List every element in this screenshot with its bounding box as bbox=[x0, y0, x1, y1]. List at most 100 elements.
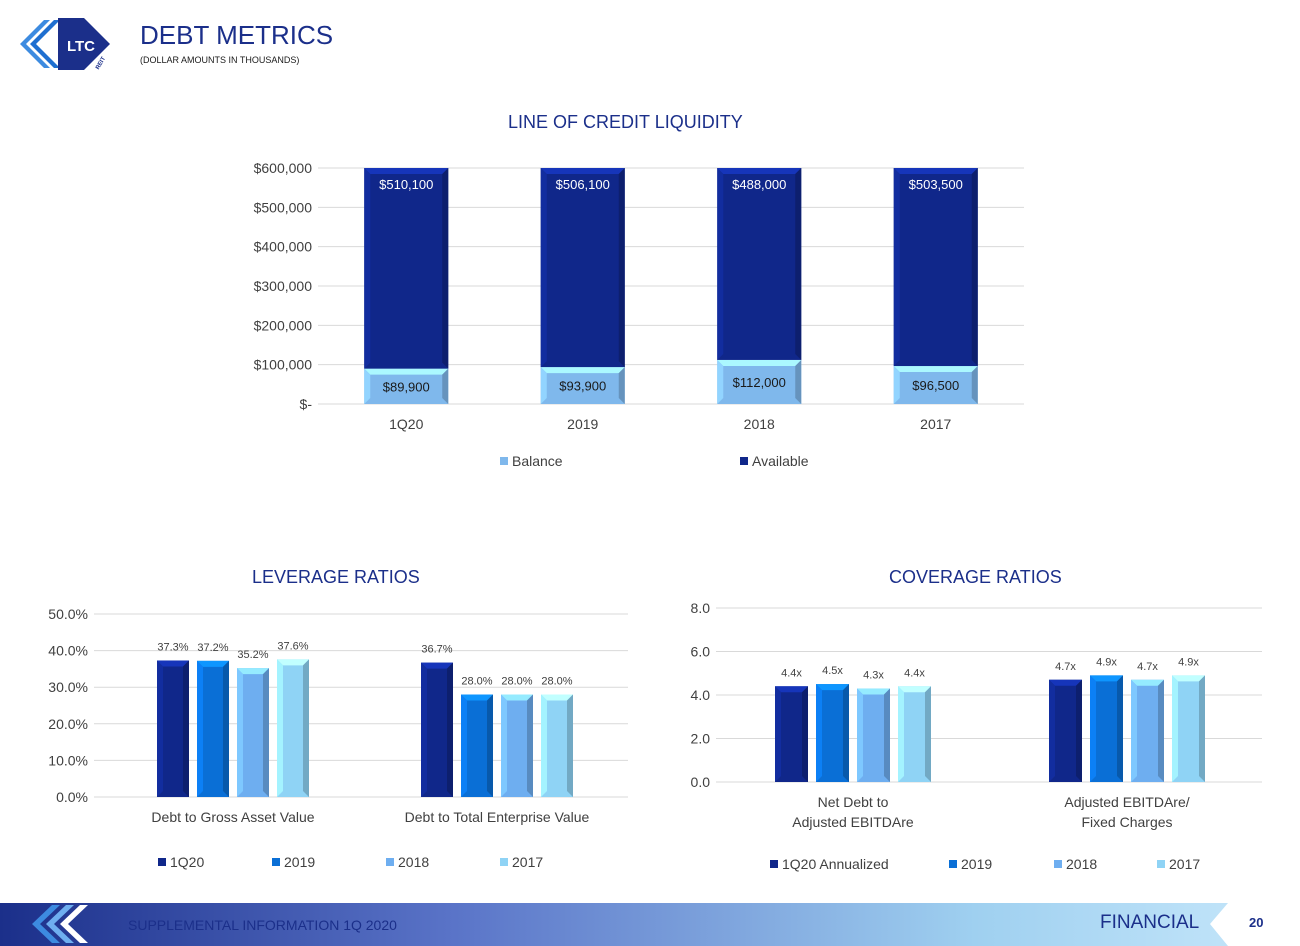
coverage-legend-label: 1Q20 Annualized bbox=[782, 856, 889, 872]
loc-ytick-label: $400,000 bbox=[254, 239, 313, 255]
coverage-bar-bevel bbox=[1090, 675, 1123, 682]
loc-bar-available bbox=[364, 168, 449, 369]
coverage-xtick-label: Adjusted EBITDAre/ bbox=[1064, 794, 1189, 810]
coverage-bar-bevel bbox=[898, 686, 931, 693]
loc-bar-available-bevel bbox=[364, 168, 449, 174]
coverage-bar-bevel bbox=[1158, 679, 1164, 782]
leverage-bar-bevel bbox=[157, 660, 163, 797]
loc-bar-balance-bevel bbox=[442, 368, 449, 404]
coverage-legend-swatch bbox=[1157, 860, 1165, 868]
leverage-bar-bevel bbox=[197, 660, 203, 797]
loc-bar-available-bevel bbox=[893, 168, 978, 174]
leverage-legend-label: 2017 bbox=[512, 854, 543, 870]
coverage-xtick-label: Adjusted EBITDAre bbox=[792, 814, 914, 830]
coverage-bar-bevel bbox=[1172, 675, 1205, 682]
page-title: DEBT METRICS bbox=[140, 20, 334, 50]
leverage-ytick-label: 40.0% bbox=[48, 643, 88, 659]
coverage-ytick-label: 4.0 bbox=[691, 687, 711, 703]
loc-legend-swatch bbox=[500, 457, 508, 465]
coverage-data-label: 4.9x bbox=[1096, 656, 1117, 668]
leverage-bar-bevel bbox=[527, 694, 533, 797]
leverage-legend-swatch bbox=[158, 858, 166, 866]
leverage-bar-bevel bbox=[487, 694, 493, 797]
loc-data-label: $96,500 bbox=[912, 378, 959, 393]
coverage-ytick-label: 0.0 bbox=[691, 774, 711, 790]
leverage-bar-bevel bbox=[237, 668, 269, 675]
coverage-chart-title: COVERAGE RATIOS bbox=[889, 567, 1062, 587]
coverage-data-label: 4.3x bbox=[863, 669, 884, 681]
loc-data-label: $112,000 bbox=[733, 375, 786, 390]
loc-bar-balance-bevel bbox=[717, 359, 724, 404]
leverage-xtick-label: Debt to Total Enterprise Value bbox=[405, 809, 590, 825]
leverage-chart-title: LEVERAGE RATIOS bbox=[252, 567, 420, 587]
leverage-bar-bevel bbox=[461, 694, 467, 797]
leverage-bar-bevel bbox=[303, 659, 309, 797]
loc-legend-swatch bbox=[740, 457, 748, 465]
ltc-logo: LTC REIT bbox=[18, 16, 118, 76]
leverage-xtick-label: Debt to Gross Asset Value bbox=[151, 809, 314, 825]
loc-bar-balance-bevel bbox=[893, 366, 900, 404]
coverage-data-label: 4.7x bbox=[1137, 661, 1158, 673]
coverage-legend-swatch bbox=[949, 860, 957, 868]
coverage-bar-bevel bbox=[1117, 675, 1123, 782]
loc-bar-balance bbox=[717, 359, 802, 404]
loc-bar-balance-bevel bbox=[618, 367, 625, 404]
leverage-bar-bevel bbox=[421, 662, 453, 669]
leverage-ytick-label: 30.0% bbox=[48, 679, 88, 695]
page-number: 20 bbox=[1249, 915, 1264, 930]
loc-bar-balance-bevel bbox=[971, 366, 978, 404]
loc-bar-balance bbox=[540, 367, 625, 404]
coverage-bar-bevel bbox=[857, 688, 890, 695]
leverage-legend-swatch bbox=[272, 858, 280, 866]
loc-bar-available bbox=[893, 168, 978, 367]
loc-xtick-label: 1Q20 bbox=[389, 416, 423, 432]
footer-text: SUPPLEMENTAL INFORMATION 1Q 2020 bbox=[128, 917, 397, 933]
leverage-data-label: 28.0% bbox=[461, 676, 492, 688]
loc-bar-available-bevel bbox=[717, 168, 802, 174]
leverage-bar-bevel bbox=[567, 694, 573, 797]
loc-data-label: $506,100 bbox=[556, 177, 610, 192]
loc-data-label: $503,500 bbox=[909, 177, 963, 192]
leverage-data-label: 36.7% bbox=[421, 644, 452, 656]
leverage-bar-bevel bbox=[501, 694, 533, 701]
coverage-bar-bevel bbox=[1076, 679, 1082, 782]
coverage-legend-label: 2017 bbox=[1169, 856, 1200, 872]
loc-ytick-label: $- bbox=[300, 396, 313, 412]
loc-xtick-label: 2017 bbox=[920, 416, 951, 432]
leverage-data-label: 37.2% bbox=[197, 642, 228, 654]
loc-data-label: $488,000 bbox=[732, 177, 786, 192]
leverage-bar-bevel bbox=[277, 659, 283, 797]
loc-ytick-label: $600,000 bbox=[254, 160, 313, 176]
loc-xtick-label: 2019 bbox=[567, 416, 598, 432]
coverage-data-label: 4.9x bbox=[1178, 656, 1199, 668]
leverage-bar-bevel bbox=[157, 660, 189, 667]
leverage-legend-swatch bbox=[386, 858, 394, 866]
page-number-tab bbox=[1210, 903, 1300, 946]
loc-bar-available bbox=[540, 168, 625, 368]
loc-ytick-label: $200,000 bbox=[254, 317, 313, 333]
coverage-legend-label: 2019 bbox=[961, 856, 992, 872]
leverage-ytick-label: 10.0% bbox=[48, 752, 88, 768]
coverage-bar-bevel bbox=[816, 684, 849, 691]
leverage-bar-bevel bbox=[501, 694, 507, 797]
logo-text: LTC bbox=[67, 38, 95, 55]
coverage-bar-bevel bbox=[1199, 675, 1205, 782]
coverage-legend-label: 2018 bbox=[1066, 856, 1097, 872]
coverage-bar-bevel bbox=[1172, 675, 1178, 782]
leverage-legend-swatch bbox=[500, 858, 508, 866]
coverage-data-label: 4.4x bbox=[781, 667, 802, 679]
leverage-bar-bevel bbox=[183, 660, 189, 797]
leverage-data-label: 28.0% bbox=[501, 676, 532, 688]
leverage-bar-bevel bbox=[447, 662, 453, 797]
leverage-data-label: 37.6% bbox=[277, 640, 308, 652]
loc-data-label: $89,900 bbox=[383, 379, 430, 394]
loc-data-label: $510,100 bbox=[379, 177, 433, 192]
leverage-data-label: 28.0% bbox=[541, 676, 572, 688]
coverage-bar-bevel bbox=[1049, 679, 1055, 782]
coverage-bar-bevel bbox=[925, 686, 931, 782]
loc-bar-available-bevel bbox=[540, 168, 547, 368]
ltc-logo-graphic: LTC REIT bbox=[20, 18, 110, 71]
loc-bar-available bbox=[717, 168, 802, 360]
coverage-legend-swatch bbox=[770, 860, 778, 868]
